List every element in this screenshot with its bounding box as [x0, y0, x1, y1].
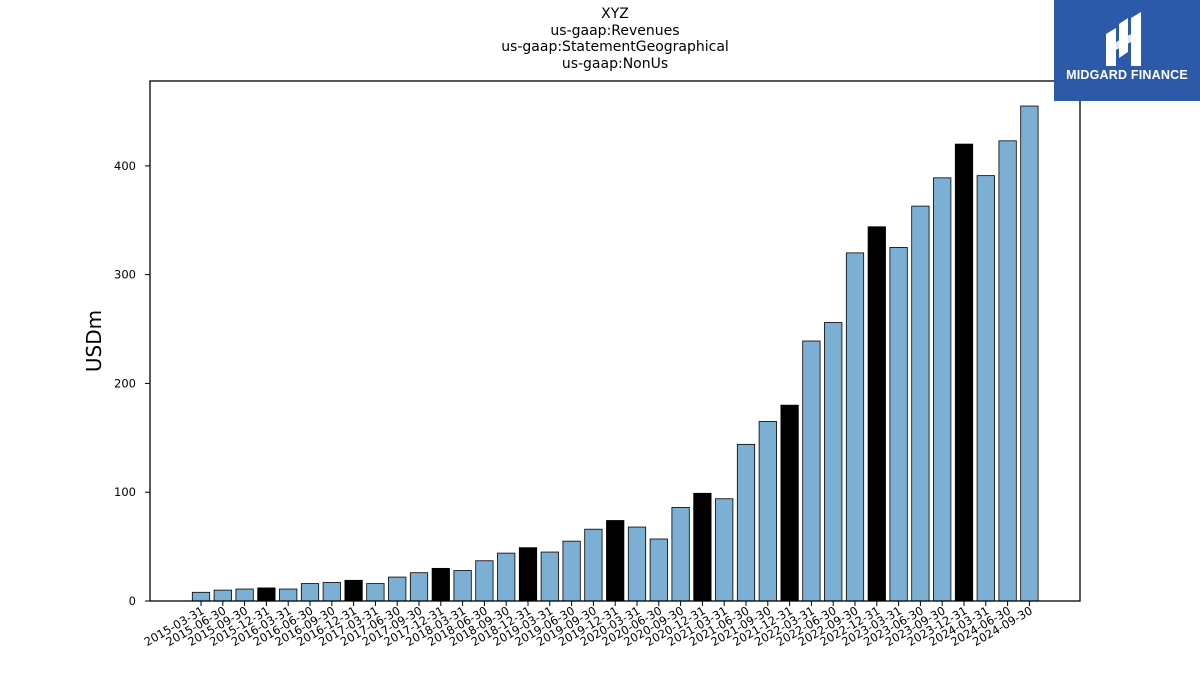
bar-2023-06-30: [911, 205, 930, 602]
logo-text: MIDGARD FINANCE: [1066, 68, 1188, 82]
bar-2016-03-31: [279, 588, 298, 602]
bar-2016-12-31: [344, 579, 363, 602]
bar-2019-06-30: [562, 540, 581, 602]
chart-title-line-3: us-gaap:StatementGeographical: [501, 39, 729, 55]
bar-2016-09-30: [322, 582, 341, 602]
bar-2019-09-30: [584, 528, 603, 602]
bar-2019-12-31: [606, 520, 625, 602]
y-axis-label: USDm: [82, 310, 106, 372]
chart-title: XYZ us-gaap:Revenues us-gaap:StatementGe…: [0, 6, 1200, 72]
bar-2022-06-30: [824, 322, 843, 602]
bar-2022-03-31: [802, 340, 821, 602]
bar-2024-03-31: [976, 175, 995, 602]
bar-2018-03-31: [453, 570, 472, 602]
y-tick-label: 300: [114, 268, 136, 282]
bar-2017-06-30: [388, 576, 407, 602]
midgard-logo-icon: [1106, 12, 1141, 66]
bar-2021-03-31: [715, 498, 734, 602]
bar-2021-09-30: [758, 421, 777, 602]
bar-2020-12-31: [693, 492, 712, 602]
chart-title-line-4: us-gaap:NonUs: [561, 55, 669, 72]
bar-2015-06-30: [213, 589, 232, 602]
bar-2018-12-31: [518, 547, 538, 602]
bar-2017-12-31: [431, 567, 450, 602]
bar-2017-09-30: [409, 572, 429, 602]
bar-2021-06-30: [736, 443, 756, 602]
bar-2023-12-31: [954, 143, 974, 602]
y-tick-label: 100: [114, 485, 136, 499]
bar-2015-09-30: [235, 588, 254, 602]
bar-2019-03-31: [540, 551, 559, 602]
bar-2021-12-31: [780, 404, 799, 602]
midgard-logo: MIDGARD FINANCE: [1054, 0, 1200, 101]
bar-2020-06-30: [649, 538, 668, 602]
y-tick-label: 400: [114, 159, 136, 173]
chart-title-line-2: us-gaap:Revenues: [550, 22, 680, 39]
bar-2017-03-31: [366, 583, 385, 602]
bar-2024-09-30: [1020, 105, 1039, 602]
chart-title-line-1: XYZ: [601, 6, 629, 22]
bar-2015-12-31: [257, 587, 276, 602]
y-tick-label: 0: [129, 594, 136, 608]
y-tick-label: 200: [114, 376, 136, 390]
plot-frame: [149, 80, 1081, 602]
bar-2020-09-30: [671, 507, 690, 602]
bar-2018-09-30: [497, 552, 516, 602]
bar-2018-06-30: [475, 560, 494, 602]
bar-2015-03-31: [191, 591, 211, 602]
bar-2020-03-31: [627, 526, 647, 602]
bar-2024-06-30: [998, 140, 1017, 602]
bar-2016-06-30: [300, 583, 320, 602]
bar-2022-09-30: [845, 252, 865, 602]
bar-2023-03-31: [889, 247, 908, 602]
bar-2023-09-30: [933, 177, 952, 602]
bar-2022-12-31: [867, 226, 886, 602]
